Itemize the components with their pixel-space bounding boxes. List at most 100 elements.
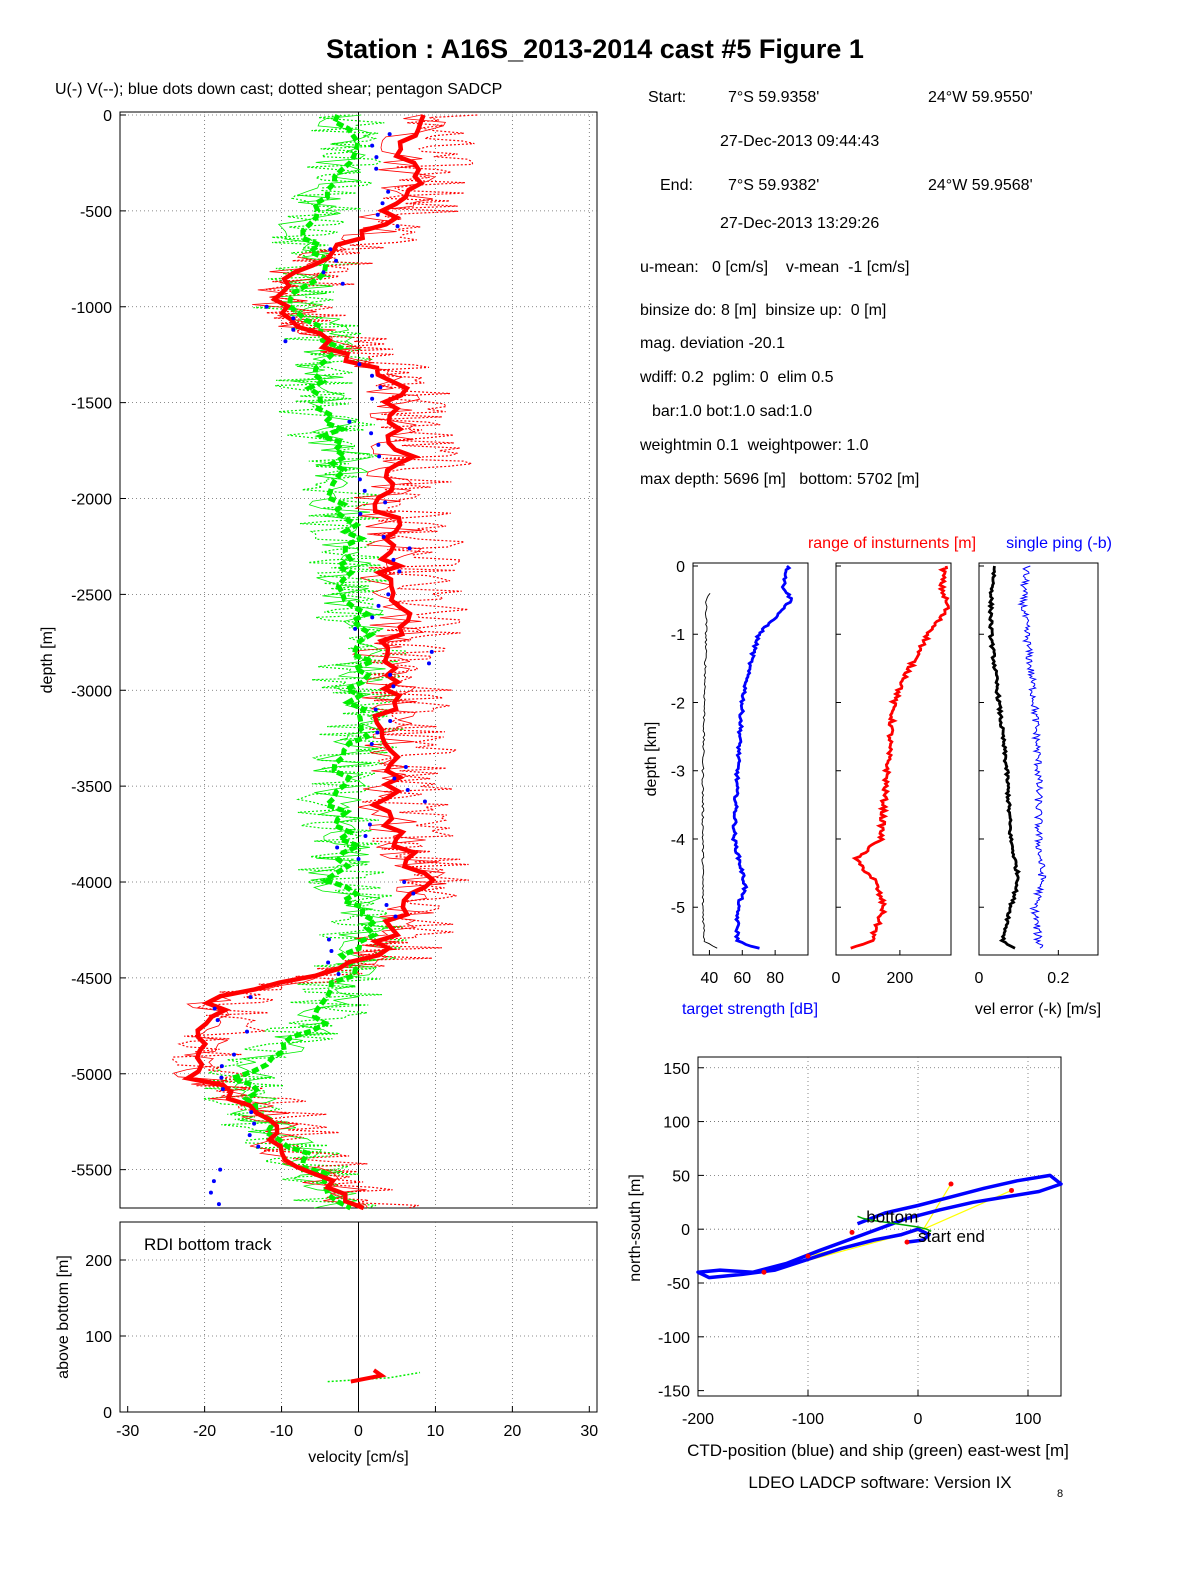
y-axis-label: depth [km] (643, 722, 660, 797)
annotation-label: RDI bottom track (144, 1235, 272, 1254)
wdiff-line: wdiff: 0.2 pglim: 0 elim 0.5 (639, 369, 834, 386)
down-cast-dot (388, 672, 393, 677)
range-title: range of insturnents [m] (808, 535, 976, 552)
y-tick-label: -500 (80, 204, 112, 221)
down-cast-dot (370, 373, 375, 378)
down-cast-dot (402, 880, 407, 885)
footer-text: LDEO LADCP software: Version IX (748, 1473, 1011, 1492)
u-thin-line (172, 114, 447, 1209)
y-axis-label: above bottom [m] (55, 1255, 72, 1379)
y-tick-label: -4000 (71, 875, 112, 892)
x-tick-label: 0 (914, 1411, 923, 1428)
down-cast-dot (367, 822, 372, 827)
y-tick-label: 200 (85, 1253, 112, 1270)
down-cast-dot (335, 845, 340, 850)
x-tick-label: 10 (427, 1423, 445, 1440)
down-cast-dot (291, 316, 296, 321)
bottom-label: bottom (866, 1208, 918, 1227)
x-axis-label: target strength [dB] (682, 1001, 818, 1018)
y-tick-label: 0 (676, 559, 685, 576)
x-tick-label: 40 (701, 970, 719, 987)
y-tick-label: -4 (671, 832, 685, 849)
down-cast-dot (218, 1167, 223, 1172)
down-cast-dot (370, 396, 375, 401)
x-axis-label: velocity [cm/s] (308, 1449, 408, 1466)
range-line (850, 565, 950, 950)
figure-subtitle: U(-) V(--); blue dots down cast; dotted … (55, 81, 502, 98)
red-marker (1009, 1187, 1014, 1193)
down-cast-dot (340, 281, 345, 286)
range-panel: 0 200 (832, 562, 952, 987)
red-marker (904, 1239, 910, 1245)
u-bottom-track (350, 1368, 387, 1384)
down-cast-dot (219, 1064, 224, 1069)
axes-frame (692, 562, 809, 956)
down-cast-dot (369, 741, 374, 746)
x-tick-label: -100 (792, 1411, 824, 1428)
y-tick-label: -3500 (71, 779, 112, 796)
down-cast-dot (220, 1087, 225, 1092)
x-tick-label: 100 (1015, 1411, 1042, 1428)
y-tick-label: -5500 (71, 1163, 112, 1180)
start-lat: 7°S 59.9358' (728, 89, 819, 106)
y-tick-label: -3 (671, 764, 685, 781)
vel-error-title: single ping (-b) (1006, 535, 1112, 552)
y-tick-label: 0 (681, 1222, 690, 1239)
down-cast-dot (357, 362, 362, 367)
x-tick-label: 60 (733, 970, 751, 987)
y-tick-label: -2000 (71, 492, 112, 509)
down-cast-dot (291, 327, 296, 332)
down-cast-dot (264, 304, 269, 309)
weight-line: weightmin 0.1 weightpower: 1.0 (639, 437, 869, 454)
down-cast-dot (383, 500, 388, 505)
axes-frame (835, 562, 952, 956)
down-cast-dot (388, 718, 393, 723)
y-tick-label: 0 (103, 108, 112, 125)
axes-frame (978, 562, 1099, 956)
down-cast-dot (356, 857, 361, 862)
x-tick-label: 0 (832, 970, 841, 987)
down-cast-dot (411, 891, 416, 896)
down-cast-dot (370, 143, 375, 148)
down-cast-dot (256, 1144, 261, 1149)
end-time: 27-Dec-2013 13:29:26 (720, 215, 879, 232)
down-cast-dot (252, 1121, 257, 1126)
down-cast-dot (387, 132, 392, 137)
down-cast-dot (393, 914, 398, 919)
x-tick-label: 0.2 (1047, 970, 1069, 987)
target-strength-up (701, 593, 718, 949)
depth-line: max depth: 5696 [m] bottom: 5702 [m] (640, 471, 919, 488)
down-cast-dot (374, 166, 379, 171)
y-tick-label: -50 (667, 1276, 690, 1293)
ctd-track (696, 1173, 1063, 1280)
y-axis-label: north-south [m] (627, 1174, 644, 1282)
down-cast-dot (405, 787, 410, 792)
target-strength-panel: 0 -1 -2 -3 -4 -5 40 60 80 depth [km] target streng… (643, 559, 818, 1018)
y-tick-label: -1000 (71, 300, 112, 317)
down-cast-dot (369, 431, 374, 436)
down-cast-dot (377, 454, 382, 459)
red-marker (849, 1229, 855, 1235)
down-cast-dot (363, 833, 368, 838)
y-tick-label: -2500 (71, 587, 112, 604)
start-time: 27-Dec-2013 09:44:43 (720, 133, 879, 150)
y-tick-label: -1500 (71, 396, 112, 413)
down-cast-dot (391, 557, 396, 562)
down-cast-dot (373, 707, 378, 712)
y-tick-label: -5000 (71, 1067, 112, 1084)
x-tick-label: -20 (193, 1423, 216, 1440)
y-tick-label: 150 (663, 1061, 690, 1078)
v-shear-dotted (203, 114, 407, 1209)
end-label: End: (660, 177, 693, 194)
down-cast-dot (247, 1133, 252, 1138)
y-tick-label: -3000 (71, 683, 112, 700)
end-label: end (957, 1227, 985, 1246)
down-cast-dot (384, 903, 389, 908)
down-cast-dot (231, 1052, 236, 1057)
start-label: start (918, 1227, 951, 1246)
v-profile (224, 113, 380, 1211)
target-strength-down (730, 564, 794, 950)
bar-line: bar:1.0 bot:1.0 sad:1.0 (652, 403, 812, 420)
velocity-profile-panel: 0 -500 -1000 -1500 -2000 -2500 -3000 -3500 -4000… (39, 108, 598, 1211)
